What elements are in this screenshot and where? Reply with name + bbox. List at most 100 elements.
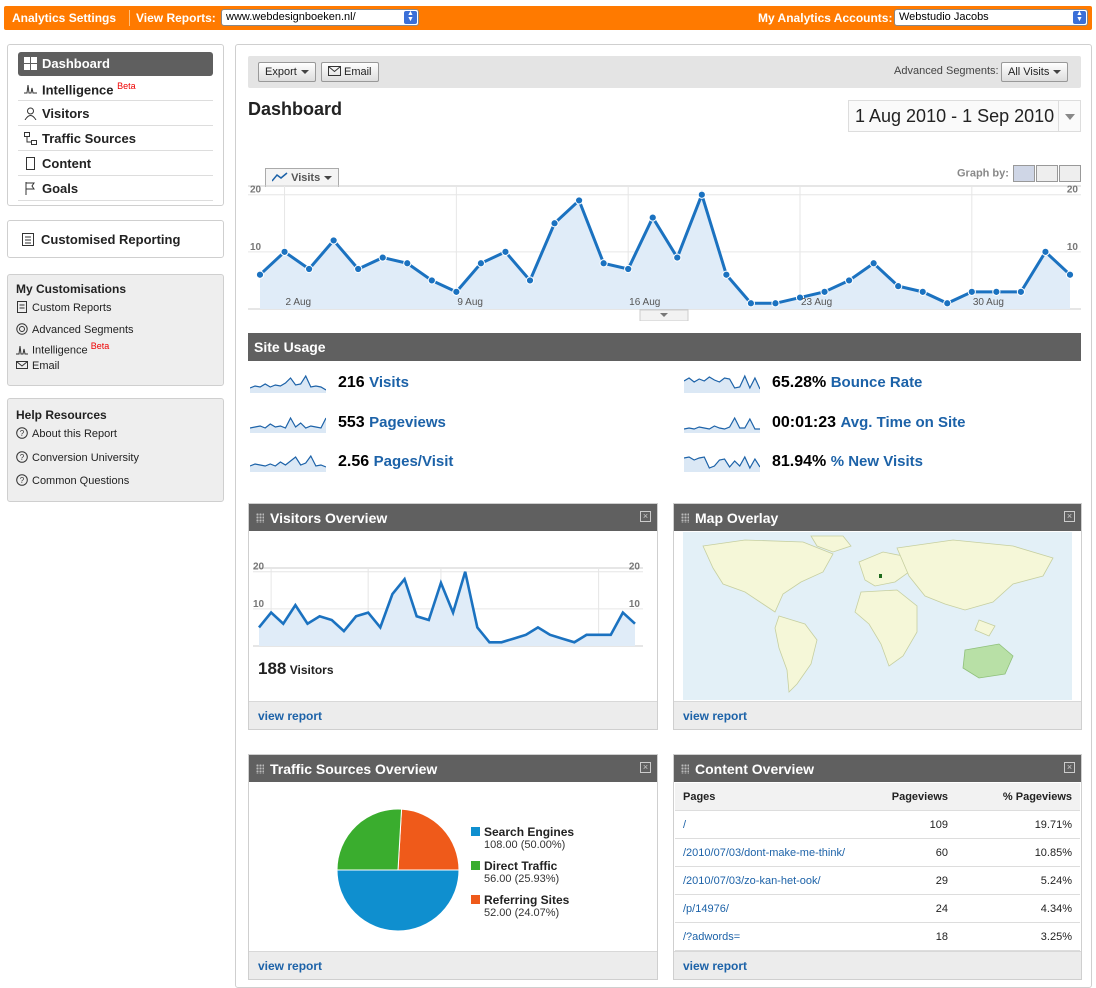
data-point[interactable] [967,287,976,296]
date-range-picker[interactable]: 1 Aug 2010 - 1 Sep 2010 [848,100,1081,132]
site-select[interactable]: www.webdesignboeken.nl/ ▲ ▼ [221,9,419,26]
view-report-link[interactable]: view report [683,959,748,973]
content-table-body: / 109 19.71% /2010/07/03/dont-make-me-think… [675,811,1080,951]
data-point[interactable] [771,299,780,308]
view-reports-label: View Reports: [136,11,216,25]
world-map[interactable] [683,532,1072,700]
data-point[interactable] [354,264,363,274]
nav-item-label: Traffic Sources [42,131,136,146]
account-select[interactable]: Webstudio Jacobs ▲ ▼ [894,9,1088,26]
data-point[interactable] [280,247,289,256]
data-point[interactable] [1016,287,1026,296]
graph-by-week-button[interactable] [1036,165,1058,182]
data-point[interactable] [452,287,461,296]
data-point[interactable] [476,259,486,268]
nav-item-goals[interactable]: Goals [18,177,213,201]
metric-link[interactable]: % New Visits [830,453,923,470]
data-point[interactable] [574,196,584,205]
pageviews-cell: 109 [929,819,948,831]
page-link[interactable]: /2010/07/03/zo-kan-het-ook/ [683,875,821,887]
help-resources-panel: Help Resources ? About this Report ? Conve… [7,398,224,502]
drag-handle-icon[interactable] [256,513,264,523]
close-icon[interactable]: × [640,762,651,773]
data-point[interactable] [304,264,314,274]
intelligence-link[interactable]: Intelligence Beta [16,341,109,357]
data-point[interactable] [697,190,706,199]
nav-item-content[interactable]: Content [18,152,213,176]
table-row: /?adwords= 18 3.25% [675,923,1080,951]
data-point[interactable] [624,264,633,274]
common-questions-link[interactable]: ? Common Questions [16,474,129,487]
view-report-link[interactable]: view report [683,709,748,723]
data-point[interactable] [255,270,265,279]
data-point[interactable] [599,259,608,268]
close-icon[interactable]: × [1064,762,1075,773]
metric-link[interactable]: Bounce Rate [830,374,923,391]
data-point[interactable] [918,287,927,296]
page-link[interactable]: /p/14976/ [683,903,729,915]
drag-handle-icon[interactable] [681,764,689,774]
metric-link[interactable]: Visits [369,374,409,391]
data-point[interactable] [992,287,1001,296]
page-link[interactable]: /?adwords= [683,931,741,943]
data-point[interactable] [1041,247,1050,256]
close-icon[interactable]: × [640,511,651,522]
widget-footer: view report [249,951,657,979]
metric-link[interactable]: Pageviews [369,414,446,431]
data-point[interactable] [648,213,657,222]
graph-by-month-button[interactable] [1059,165,1081,182]
data-point[interactable] [329,236,338,245]
data-point[interactable] [844,276,854,285]
data-point[interactable] [795,293,805,302]
visitors-count-value: 188 [258,659,287,678]
email-button[interactable]: Email [321,62,379,82]
nav-item-intelligence[interactable]: Intelligence Beta [18,77,213,101]
export-button[interactable]: Export [258,62,316,82]
data-point[interactable] [673,253,682,262]
sparkline-area [684,418,760,433]
nav-item-traffic-sources[interactable]: Traffic Sources [18,127,213,151]
pie-slice[interactable] [336,869,460,932]
segments-dropdown[interactable]: All Visits [1001,62,1069,82]
metric-selector[interactable]: Visits [265,168,340,187]
data-point[interactable] [820,287,829,296]
nav-item-label: Dashboard [42,56,110,71]
data-point[interactable] [501,247,510,256]
page-link[interactable]: / [683,819,687,831]
data-point[interactable] [403,259,412,268]
page-link[interactable]: /2010/07/03/dont-make-me-think/ [683,847,846,859]
about-report-link[interactable]: ? About this Report [16,427,117,440]
data-point[interactable] [550,219,559,228]
pie-slice[interactable] [336,808,403,871]
table-row: / 109 19.71% [675,811,1080,839]
metric-link[interactable]: Pages/Visit [373,453,454,470]
nav-item-dashboard[interactable]: Dashboard [18,52,213,76]
drag-handle-icon[interactable] [681,513,689,523]
data-point[interactable] [525,276,535,285]
select-arrows-icon: ▲ ▼ [1073,10,1086,24]
customised-reporting-link[interactable]: Customised Reporting [7,220,224,258]
analytics-settings-link[interactable]: Analytics Settings [12,11,117,25]
traffic-pie-chart [336,808,460,932]
nav-item-visitors[interactable]: Visitors [18,102,213,126]
data-point[interactable] [378,253,387,262]
data-point[interactable] [427,276,436,285]
close-icon[interactable]: × [1064,511,1075,522]
data-point[interactable] [746,299,756,308]
data-point[interactable] [722,270,731,279]
data-point[interactable] [943,299,952,308]
pie-slice[interactable] [397,808,460,871]
data-point[interactable] [869,259,878,268]
metric-link[interactable]: Avg. Time on Site [840,414,966,431]
advanced-segments-link[interactable]: Advanced Segments [16,323,134,336]
email-link[interactable]: Email [16,359,60,372]
drag-handle-icon[interactable] [256,764,264,774]
custom-reports-link[interactable]: Custom Reports [16,301,111,314]
sparkline [250,454,326,472]
data-point[interactable] [894,282,903,291]
view-report-link[interactable]: view report [258,709,323,723]
view-report-link[interactable]: view report [258,959,323,973]
conversion-university-link[interactable]: ? Conversion University [16,451,139,464]
graph-by-day-button[interactable] [1013,165,1035,182]
data-point[interactable] [1065,270,1075,279]
